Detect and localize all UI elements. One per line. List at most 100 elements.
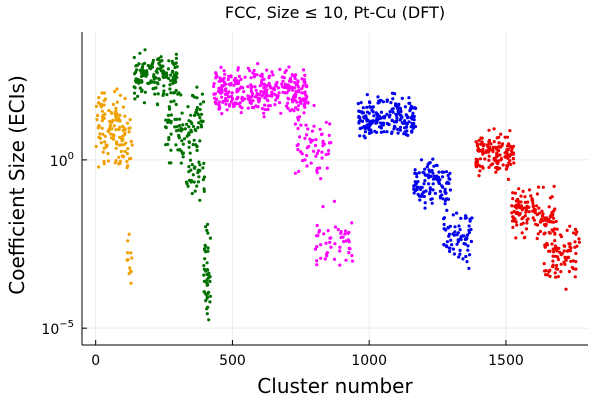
data-point	[107, 108, 111, 113]
data-point	[571, 231, 576, 235]
data-point	[392, 127, 396, 131]
data-point	[300, 77, 304, 81]
data-point	[137, 62, 141, 66]
data-point	[341, 235, 345, 239]
data-point	[125, 166, 129, 170]
data-point	[548, 215, 553, 219]
data-point	[133, 72, 137, 76]
data-point	[567, 269, 572, 274]
data-point	[545, 216, 549, 220]
data-point	[239, 111, 243, 115]
data-point	[419, 158, 424, 162]
data-point	[324, 153, 328, 157]
data-point	[306, 127, 310, 131]
data-point	[237, 74, 241, 78]
data-point	[395, 105, 399, 109]
data-point	[448, 249, 452, 253]
data-point	[415, 175, 419, 179]
data-point	[287, 88, 291, 93]
data-point	[319, 256, 323, 260]
data-point	[339, 230, 343, 234]
data-point	[121, 155, 125, 159]
data-point	[390, 107, 394, 111]
data-point	[461, 257, 465, 261]
data-point	[135, 68, 139, 72]
data-point	[191, 94, 195, 98]
data-point	[290, 73, 294, 77]
data-point	[347, 251, 351, 255]
data-point	[111, 133, 115, 137]
data-point	[256, 62, 260, 66]
data-point	[300, 91, 304, 95]
data-point	[202, 273, 206, 277]
data-point	[195, 144, 199, 149]
data-point	[324, 241, 328, 245]
data-point	[324, 120, 328, 124]
data-point	[329, 141, 333, 145]
data-point	[569, 259, 573, 263]
data-point	[205, 283, 209, 287]
data-point	[419, 187, 423, 191]
data-point	[445, 208, 449, 212]
data-point	[223, 72, 227, 76]
data-point	[542, 262, 546, 266]
data-point	[525, 221, 529, 225]
data-point	[322, 142, 326, 146]
data-point	[535, 204, 539, 208]
data-point	[225, 108, 229, 112]
data-point	[128, 126, 132, 130]
data-point	[333, 242, 337, 246]
data-point	[412, 187, 416, 191]
data-point	[320, 132, 324, 136]
data-point	[126, 239, 130, 243]
data-point	[186, 184, 190, 188]
data-point	[206, 222, 210, 226]
data-point	[171, 91, 176, 95]
data-point	[308, 137, 312, 141]
data-point	[186, 105, 190, 109]
data-point	[424, 173, 428, 177]
data-point	[526, 200, 530, 204]
data-point	[162, 84, 166, 88]
data-point	[329, 245, 333, 249]
data-point	[217, 103, 221, 107]
data-point	[453, 225, 457, 229]
data-point	[313, 247, 318, 251]
data-point	[167, 105, 171, 109]
data-point	[368, 101, 372, 105]
data-point	[363, 130, 367, 134]
data-point	[495, 136, 499, 140]
data-point	[381, 100, 385, 104]
data-point	[100, 103, 104, 107]
data-point	[123, 149, 127, 153]
data-point	[195, 184, 199, 188]
data-point	[443, 187, 447, 191]
data-point	[577, 237, 581, 241]
data-point	[474, 157, 478, 161]
data-point	[375, 112, 379, 116]
data-point	[207, 271, 211, 275]
data-point	[431, 188, 435, 192]
x-tick-label: 1500	[488, 353, 524, 369]
data-point	[531, 201, 535, 205]
data-point	[390, 91, 395, 95]
data-point	[514, 199, 519, 203]
data-point	[510, 204, 514, 208]
data-point	[500, 143, 504, 148]
data-point	[506, 177, 511, 181]
data-point	[320, 156, 324, 160]
data-point	[252, 72, 256, 76]
data-point	[369, 119, 373, 123]
data-point	[452, 252, 456, 256]
data-point	[216, 89, 220, 94]
data-point	[96, 113, 100, 118]
data-point	[187, 125, 191, 129]
data-point	[195, 106, 199, 110]
data-point	[535, 192, 540, 196]
data-point	[192, 113, 197, 117]
data-point	[239, 77, 243, 81]
data-point	[468, 253, 472, 257]
data-point	[294, 106, 298, 110]
data-point	[106, 159, 110, 163]
data-point	[299, 101, 303, 105]
